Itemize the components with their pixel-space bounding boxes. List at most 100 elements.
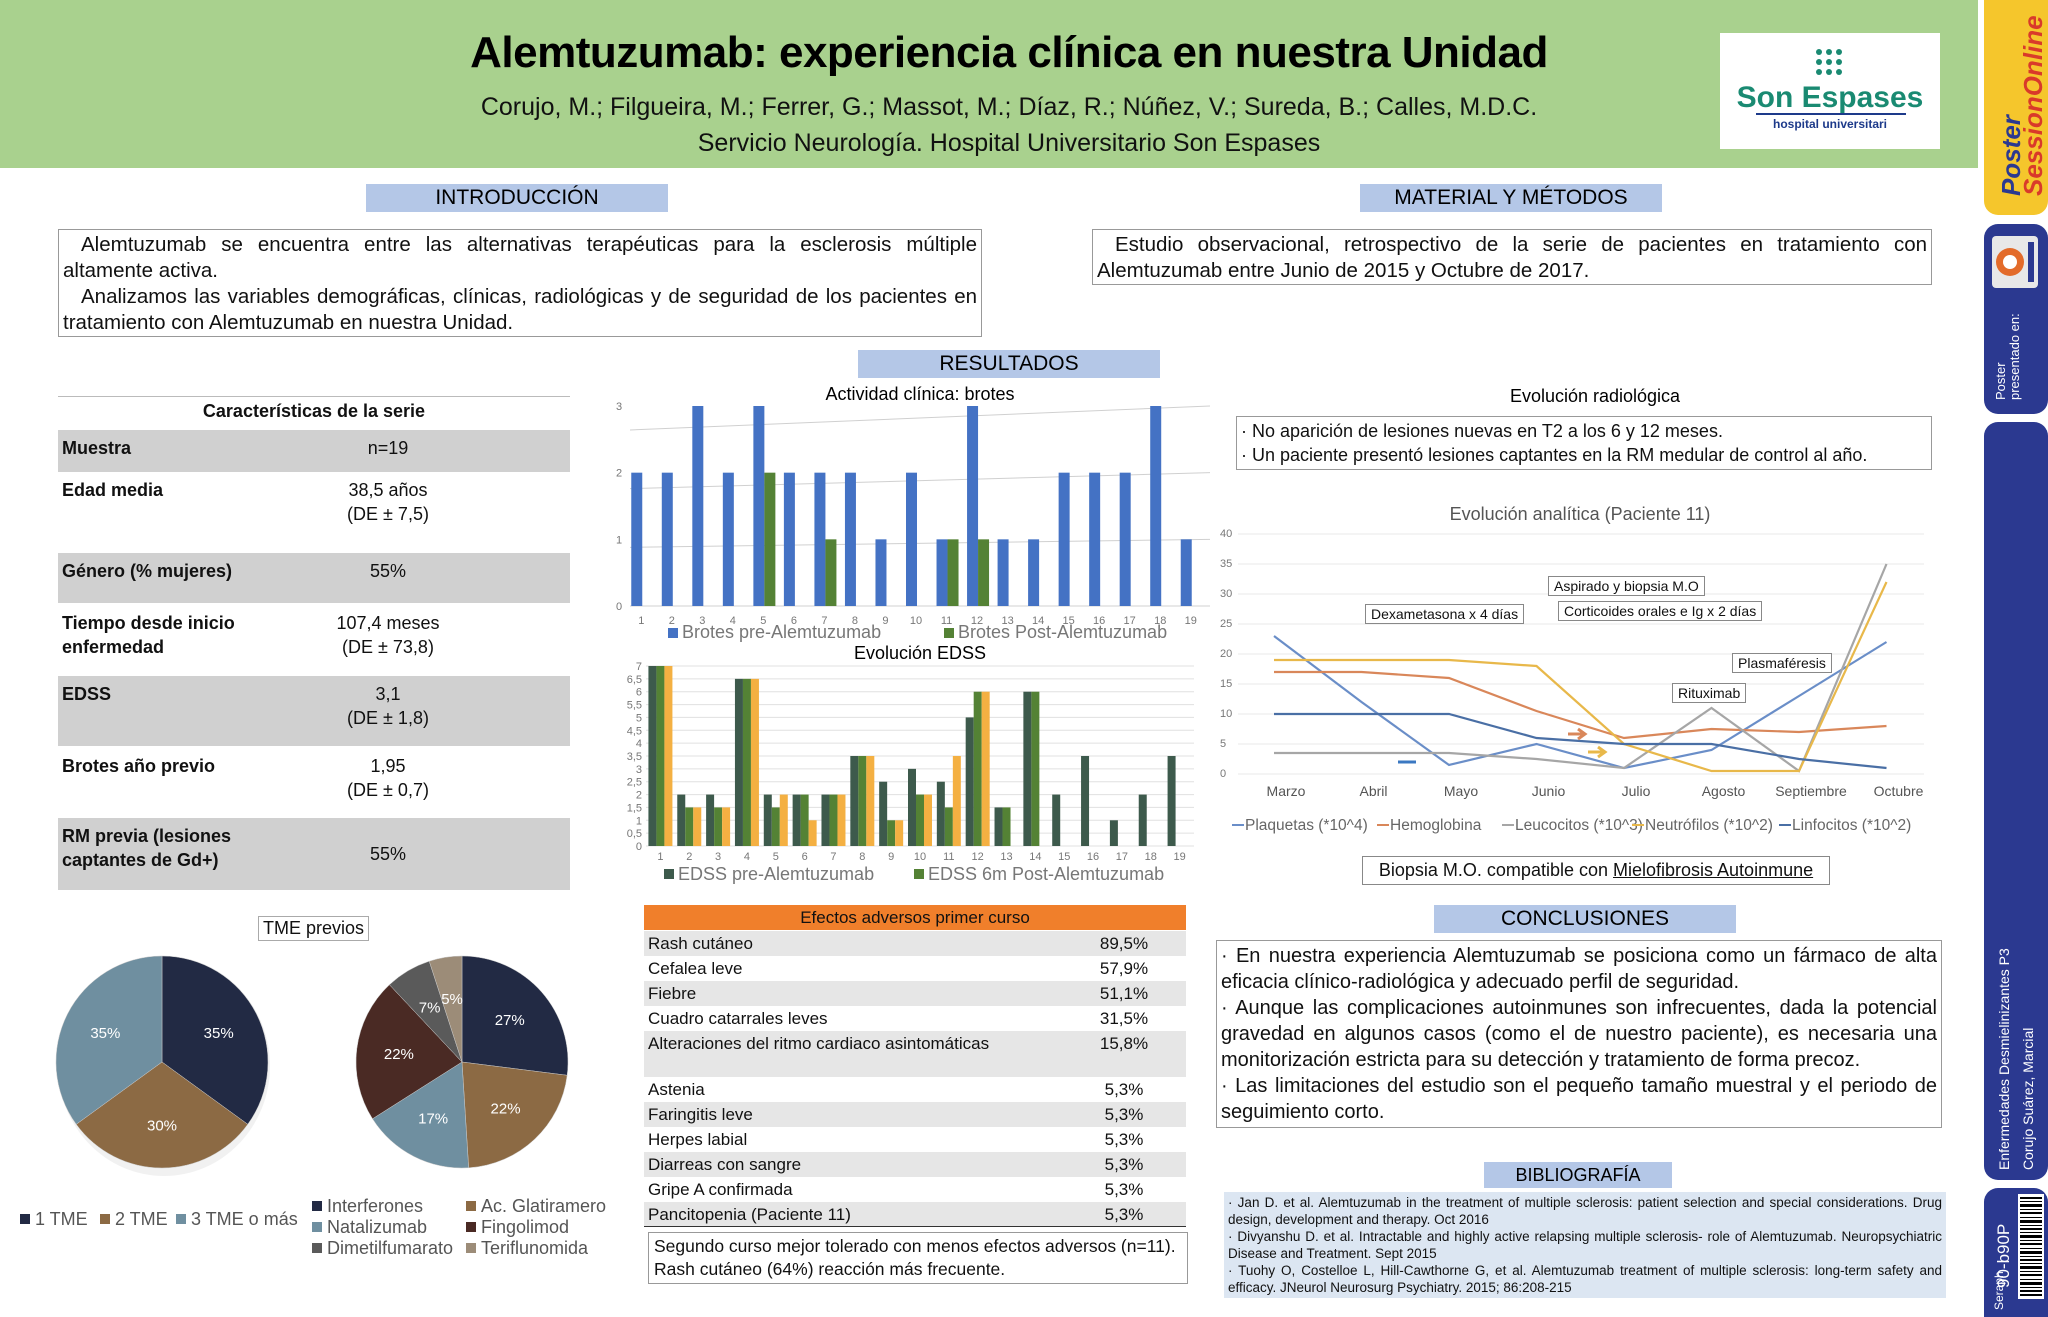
biopsy-diagnosis: Mielofibrosis Autoinmune xyxy=(1613,860,1814,880)
adverse-effect-pct: 5,3% xyxy=(1104,1205,1144,1224)
edss-ytick: 1,5 xyxy=(627,802,642,814)
logo-subtitle: hospital universitari xyxy=(1772,117,1888,131)
edss-bar xyxy=(771,807,780,846)
edss-legend-swatch xyxy=(664,869,674,879)
brotes-xtick: 15 xyxy=(1063,615,1075,627)
brotes-bar xyxy=(947,539,959,606)
adverse-effect-pct: 15,8% xyxy=(1099,1034,1149,1053)
brotes-ytick: 1 xyxy=(616,534,622,546)
annotation-corticoides: Corticoides orales e Ig x 2 días xyxy=(1558,601,1763,621)
results-heading: RESULTADOS xyxy=(858,350,1160,378)
tme-legend-label: 2 TME xyxy=(115,1209,168,1229)
pie-label: 5% xyxy=(441,991,463,1008)
edss-xtick: 10 xyxy=(914,851,926,863)
analytic-ytick: 35 xyxy=(1220,558,1232,570)
edss-xtick: 1 xyxy=(657,851,663,863)
brotes-bar xyxy=(1058,472,1070,606)
radio-box: · No aparición de lesiones nuevas en T2 … xyxy=(1236,416,1932,470)
reference-3: · Tuohy O, Costelloe L, Hill-Cawthorne G… xyxy=(1228,1263,1942,1295)
dmt-legend-swatch xyxy=(466,1222,476,1232)
congress-logo-icon xyxy=(1992,236,2038,288)
tme-legend-label: 3 TME o más xyxy=(191,1209,298,1229)
edss-bar xyxy=(693,807,702,846)
edss-bar xyxy=(981,691,990,846)
edss-bar xyxy=(706,794,715,846)
brotes-xtick: 19 xyxy=(1185,615,1197,627)
annotation-aspirado: Aspirado y biopsia M.O xyxy=(1548,576,1705,596)
characteristics-row: Muestra n=19 xyxy=(58,430,570,472)
edss-xtick: 16 xyxy=(1087,851,1099,863)
brotes-bar xyxy=(661,472,673,606)
adverse-effects-heading: Efectos adversos primer curso xyxy=(644,905,1186,930)
edss-bar xyxy=(821,794,830,846)
adverse-effect-name: Rash cutáneo xyxy=(648,934,753,953)
edss-bar xyxy=(908,768,916,846)
characteristics-row: RM previa (lesiones captantes de Gd+) 55% xyxy=(58,818,570,890)
edss-xtick: 3 xyxy=(715,851,721,863)
dmt-legend-swatch xyxy=(312,1201,322,1211)
methods-p1: Estudio observacional, retrospectivo de … xyxy=(1097,233,1927,282)
brotes-bar xyxy=(997,539,1009,606)
edss-bar xyxy=(944,807,953,846)
edss-bar xyxy=(936,781,945,846)
brotes-bar xyxy=(875,539,887,606)
strip-presented: Poster presentado en: xyxy=(1993,313,2022,400)
hospital-logo: Son Espases hospital universitari xyxy=(1720,33,1940,149)
adverse-effect-name: Diarreas con sangre xyxy=(648,1155,802,1174)
adverse-effect-name: Fiebre xyxy=(648,984,697,1003)
dmt-legend-swatch xyxy=(466,1201,476,1211)
second-course-note: Segundo curso mejor tolerado con menos e… xyxy=(648,1232,1188,1284)
brotes-legend-label: Brotes pre-Alemtuzumab xyxy=(682,622,881,642)
bibliography-list: · Jan D. et al. Alemtuzumab in the treat… xyxy=(1224,1192,1946,1298)
poster-title: Alemtuzumab: experiencia clínica en nues… xyxy=(470,28,1548,77)
analytic-series-line xyxy=(1274,670,1887,740)
pie-label: 35% xyxy=(90,1025,120,1042)
bibliography-heading: BIBLIOGRAFÍA xyxy=(1484,1162,1672,1188)
dmt-legend-label: Ac. Glatiramero xyxy=(481,1196,607,1216)
adverse-effect-pct: 31,5% xyxy=(1099,1009,1149,1028)
adverse-effect-name: Astenia xyxy=(648,1080,705,1099)
edss-bar xyxy=(879,781,888,846)
conclusions-text: · En nuestra experiencia Alemtuzumab se … xyxy=(1216,940,1942,1128)
conclusions-heading: CONCLUSIONES xyxy=(1434,905,1736,933)
edss-xtick: 5 xyxy=(773,851,779,863)
edss-chart-title: Evolución EDSS xyxy=(853,643,987,663)
analytic-chart: 0 5 10 15 20 25 30 35 40 Marzo Abril Mayo Junio Julio… xyxy=(1220,528,1924,834)
intro-p2: Analizamos las variables demográficas, c… xyxy=(63,285,977,334)
edss-bar xyxy=(714,807,723,846)
adverse-effect-pct: 5,3% xyxy=(1104,1130,1144,1149)
characteristics-label: RM previa (lesiones captantes de Gd+) xyxy=(62,824,231,872)
edss-bar xyxy=(916,794,924,846)
edss-xtick: 9 xyxy=(888,851,894,863)
adverse-effect-name: Pancitopenia (Paciente 11) xyxy=(648,1205,851,1224)
analytic-ytick: 15 xyxy=(1220,678,1232,690)
adverse-effect-row: Cefalea leve 57,9% xyxy=(644,956,1186,981)
characteristics-label-line: enfermedad xyxy=(62,637,165,657)
brotes-xtick: 7 xyxy=(821,615,827,627)
tme-legend-item: 1 TME xyxy=(20,1209,88,1230)
intro-text: Alemtuzumab se encuentra entre las alter… xyxy=(58,229,982,337)
characteristics-value: 107,4 meses (DE ± 73,8) xyxy=(288,611,488,659)
pie-label: 35% xyxy=(204,1025,234,1042)
edss-bar xyxy=(734,678,743,846)
edss-ytick: 5,5 xyxy=(627,700,642,712)
poster-session-banner xyxy=(1984,0,2048,215)
edss-xtick: 14 xyxy=(1029,851,1041,863)
dmt-legend-item: Teriflunomida xyxy=(466,1238,588,1259)
edss-ytick: 1 xyxy=(636,815,642,827)
edss-bar xyxy=(779,794,788,846)
biopsy-prefix: Biopsia M.O. compatible con xyxy=(1378,860,1613,880)
characteristics-label: Muestra xyxy=(62,436,131,460)
adverse-effect-pct: 51,1% xyxy=(1099,984,1149,1003)
characteristics-label: Brotes año previo xyxy=(62,754,215,778)
adverse-effect-name: Alteraciones del ritmo cardiaco asintomá… xyxy=(648,1034,990,1053)
brotes-chart-title: Actividad clínica: brotes xyxy=(825,384,1015,404)
brotes-xtick: 12 xyxy=(971,615,983,627)
brotes-ytick: 0 xyxy=(616,601,622,613)
brotes-bar xyxy=(692,406,704,606)
edss-bar xyxy=(924,794,932,846)
edss-ytick: 4 xyxy=(636,738,642,750)
edss-bar xyxy=(792,794,801,846)
dmt-legend-swatch xyxy=(466,1243,476,1253)
characteristics-value: n=19 xyxy=(288,436,488,460)
